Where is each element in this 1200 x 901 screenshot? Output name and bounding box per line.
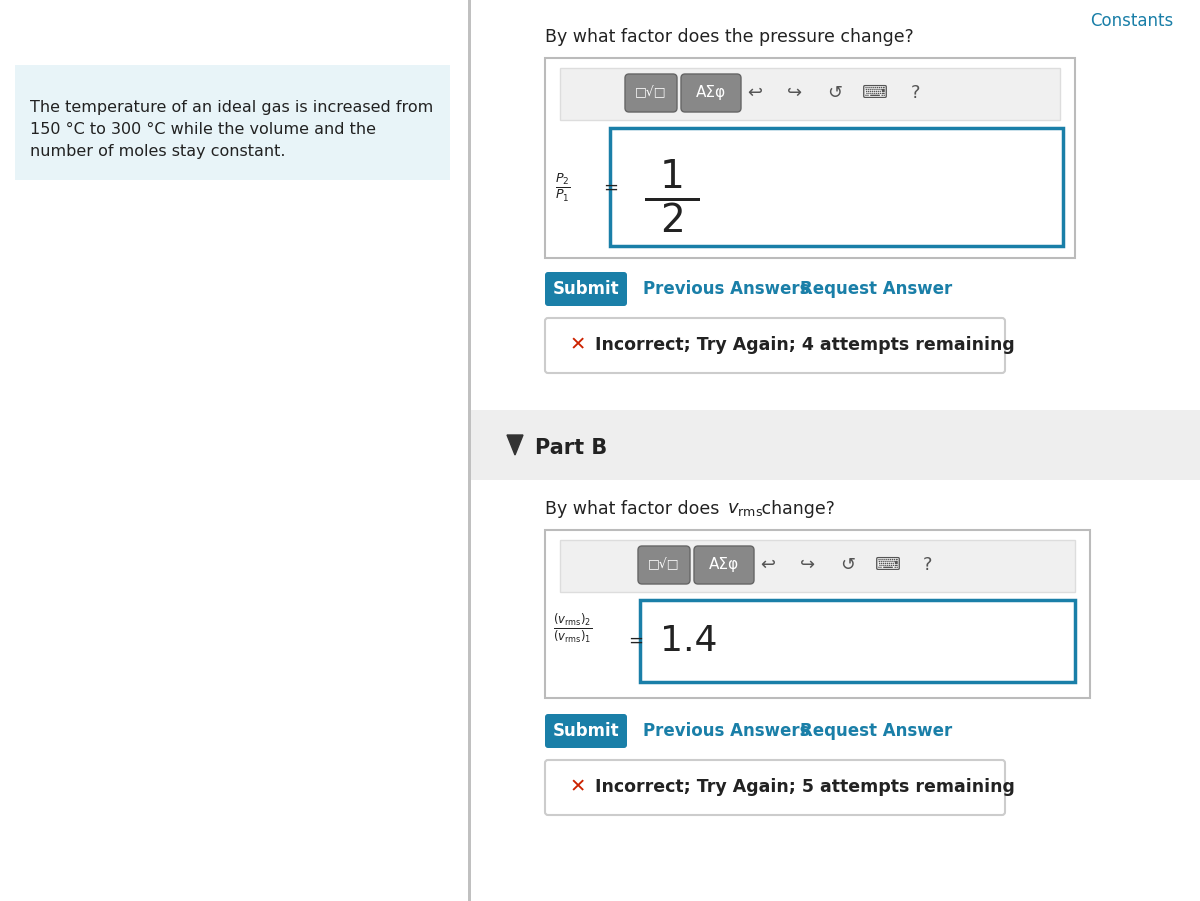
Text: ✕: ✕ [570, 778, 587, 796]
Bar [545, 58, 1075, 258]
Text: AΣφ: AΣφ [696, 86, 726, 101]
FancyBboxPatch shape [545, 318, 1006, 373]
Text: Previous Answers: Previous Answers [643, 280, 810, 298]
Text: ↺: ↺ [840, 556, 856, 574]
Text: By what factor does: By what factor does [545, 500, 725, 518]
Text: ⌨: ⌨ [875, 556, 901, 574]
Bar [545, 530, 1090, 698]
Text: Request Answer: Request Answer [800, 722, 953, 740]
Bar [560, 68, 1060, 120]
Text: ↩: ↩ [748, 84, 762, 102]
FancyBboxPatch shape [625, 74, 677, 112]
Text: Incorrect; Try Again; 4 attempts remaining: Incorrect; Try Again; 4 attempts remaini… [595, 336, 1015, 354]
FancyBboxPatch shape [545, 760, 1006, 815]
Bar [640, 600, 1075, 682]
Polygon shape [508, 435, 523, 455]
Text: $v_{\rm rms}$: $v_{\rm rms}$ [727, 500, 763, 518]
Text: 1: 1 [660, 158, 685, 196]
Text: change?: change? [756, 500, 835, 518]
Text: =: = [628, 632, 643, 650]
Text: $\frac{P_2}{P_1}$: $\frac{P_2}{P_1}$ [554, 172, 570, 204]
Text: By what factor does the pressure change?: By what factor does the pressure change? [545, 28, 913, 46]
Text: Request Answer: Request Answer [800, 280, 953, 298]
Text: Part B: Part B [535, 438, 607, 458]
Text: ↺: ↺ [828, 84, 842, 102]
Text: ?: ? [911, 84, 919, 102]
Bar [646, 198, 700, 201]
Text: Submit: Submit [553, 722, 619, 740]
Bar [14, 65, 450, 180]
Text: Submit: Submit [553, 280, 619, 298]
FancyBboxPatch shape [545, 272, 628, 306]
FancyBboxPatch shape [545, 714, 628, 748]
Text: AΣφ: AΣφ [709, 558, 739, 572]
Bar [470, 410, 1200, 480]
FancyBboxPatch shape [638, 546, 690, 584]
Text: Previous Answers: Previous Answers [643, 722, 810, 740]
FancyBboxPatch shape [682, 74, 742, 112]
Text: ↩: ↩ [761, 556, 775, 574]
Bar [610, 128, 1063, 246]
Text: 2: 2 [660, 202, 685, 240]
FancyBboxPatch shape [694, 546, 754, 584]
Text: Incorrect; Try Again; 5 attempts remaining: Incorrect; Try Again; 5 attempts remaini… [595, 778, 1015, 796]
Text: ↪: ↪ [800, 556, 816, 574]
Text: ✕: ✕ [570, 335, 587, 354]
Text: Constants: Constants [1090, 12, 1174, 30]
Text: ?: ? [923, 556, 932, 574]
Text: $\frac{(v_{\rm rms})_2}{(v_{\rm rms})_1}$: $\frac{(v_{\rm rms})_2}{(v_{\rm rms})_1}… [553, 611, 593, 645]
Text: 1.4: 1.4 [660, 624, 718, 658]
Text: =: = [604, 179, 618, 197]
Text: □√□: □√□ [648, 559, 679, 571]
Bar [468, 0, 470, 901]
Text: ↪: ↪ [787, 84, 803, 102]
Text: ⌨: ⌨ [862, 84, 888, 102]
Bar [560, 540, 1075, 592]
Text: □√□: □√□ [635, 86, 667, 99]
Text: The temperature of an ideal gas is increased from
150 °C to 300 °C while the vol: The temperature of an ideal gas is incre… [30, 100, 433, 159]
